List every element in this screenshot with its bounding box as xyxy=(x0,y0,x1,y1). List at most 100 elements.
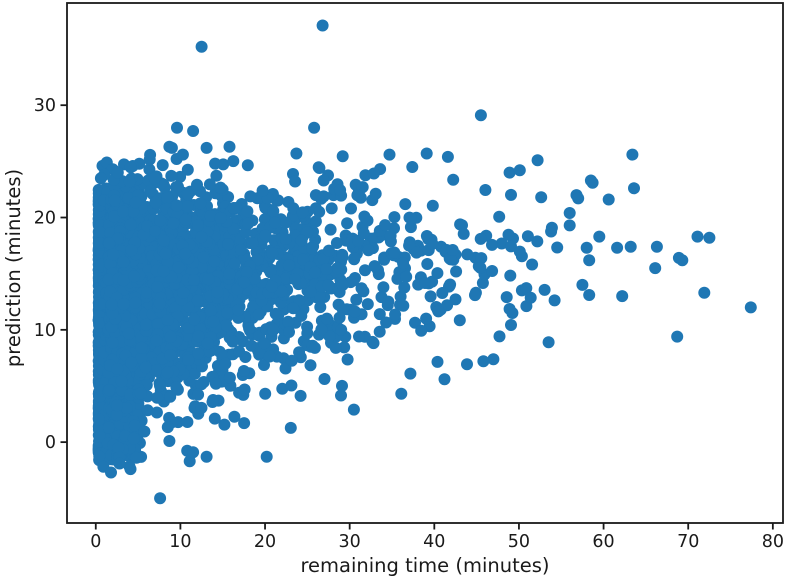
data-point xyxy=(524,291,537,304)
data-point xyxy=(304,285,317,298)
data-point xyxy=(103,237,116,250)
data-point xyxy=(334,184,347,197)
data-point-outlier xyxy=(602,193,615,206)
data-point xyxy=(287,202,300,215)
data-point xyxy=(320,263,333,275)
data-point xyxy=(373,308,386,321)
data-point-outlier xyxy=(563,219,576,232)
data-point-outlier xyxy=(171,121,183,134)
data-point xyxy=(282,315,295,328)
data-point xyxy=(93,413,105,426)
data-point xyxy=(232,304,245,317)
data-point-outlier xyxy=(438,373,451,386)
data-point-outlier xyxy=(200,450,213,463)
data-point xyxy=(379,219,392,232)
data-point-outlier xyxy=(744,301,757,314)
data-point xyxy=(103,384,116,397)
y-tick-label: 30 xyxy=(34,96,56,116)
data-point-outlier xyxy=(513,164,526,177)
data-point xyxy=(279,233,292,245)
data-point xyxy=(325,202,338,215)
y-axis-ticks: 0 10 20 30 xyxy=(34,96,67,453)
data-point xyxy=(149,196,162,209)
data-point xyxy=(111,363,124,375)
data-point xyxy=(246,237,259,250)
data-point xyxy=(127,432,140,445)
data-point xyxy=(322,244,335,257)
data-point xyxy=(336,379,348,392)
data-point-outlier xyxy=(616,290,629,303)
data-point xyxy=(125,244,138,257)
data-point xyxy=(244,190,257,203)
data-point xyxy=(207,315,220,328)
data-point xyxy=(252,308,265,321)
data-point xyxy=(128,419,141,432)
plot-frame xyxy=(66,2,784,524)
data-point xyxy=(505,319,517,331)
data-point xyxy=(450,265,463,278)
data-point xyxy=(446,244,459,256)
data-point xyxy=(538,283,551,296)
data-point xyxy=(117,298,130,311)
data-point-outlier xyxy=(542,336,555,349)
data-point xyxy=(341,217,354,230)
data-point xyxy=(117,274,130,287)
data-point xyxy=(172,261,185,274)
data-point xyxy=(362,244,375,257)
data-point xyxy=(314,301,327,314)
data-point xyxy=(208,412,221,425)
data-point xyxy=(197,251,210,264)
data-point xyxy=(493,210,506,223)
data-point xyxy=(368,260,381,273)
data-point xyxy=(222,238,235,251)
data-point xyxy=(493,330,506,343)
data-point xyxy=(397,299,410,312)
data-point xyxy=(214,212,227,224)
data-point xyxy=(276,382,289,395)
data-point xyxy=(287,302,300,315)
data-point xyxy=(117,256,130,268)
data-point xyxy=(237,365,250,377)
data-point xyxy=(108,194,121,207)
data-point xyxy=(174,170,187,183)
data-point xyxy=(220,319,233,332)
data-point xyxy=(308,266,321,279)
data-point xyxy=(167,217,180,230)
data-point xyxy=(138,425,151,438)
data-point xyxy=(226,335,239,348)
data-point xyxy=(195,401,208,414)
data-point xyxy=(331,262,344,275)
data-point xyxy=(141,404,154,417)
data-point xyxy=(228,257,241,270)
data-point xyxy=(436,287,449,299)
data-point xyxy=(475,252,488,265)
data-point xyxy=(289,175,302,188)
data-point xyxy=(397,257,410,270)
data-point xyxy=(295,234,308,247)
data-point xyxy=(315,323,328,336)
data-point xyxy=(150,334,163,347)
data-point-outlier xyxy=(671,330,684,343)
data-point xyxy=(112,441,125,454)
data-point xyxy=(367,167,380,180)
data-point xyxy=(124,218,137,231)
data-point-outlier xyxy=(593,230,606,243)
data-point-outlier xyxy=(187,446,200,459)
data-point xyxy=(170,381,183,394)
data-point xyxy=(151,391,164,404)
x-tick-label: 20 xyxy=(254,532,276,552)
data-point xyxy=(194,197,207,210)
data-point xyxy=(107,248,120,261)
data-point xyxy=(153,297,166,310)
data-point xyxy=(182,354,195,366)
data-point xyxy=(208,255,221,268)
data-point-outlier xyxy=(176,148,189,161)
data-point xyxy=(191,178,203,191)
data-point xyxy=(154,379,166,392)
data-point xyxy=(282,259,295,272)
data-point xyxy=(233,345,246,358)
data-point xyxy=(324,223,337,236)
data-point xyxy=(94,237,106,249)
data-point-outlier xyxy=(650,240,663,253)
data-point xyxy=(117,205,129,218)
